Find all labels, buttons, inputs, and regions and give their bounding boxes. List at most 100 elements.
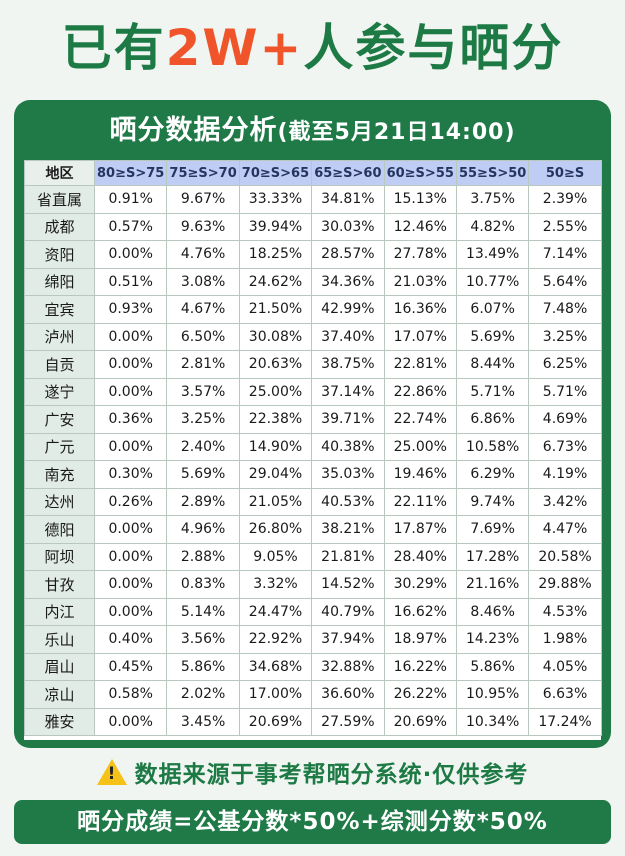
percentage-cell: 6.29% bbox=[455, 460, 530, 489]
column-header-score-range: 50≥S bbox=[528, 160, 602, 186]
percentage-cell: 24.62% bbox=[238, 267, 313, 296]
region-cell: 雅安 bbox=[24, 707, 95, 736]
percentage-cell: 19.46% bbox=[383, 460, 457, 489]
percentage-cell: 0.00% bbox=[93, 515, 168, 544]
percentage-cell: 22.38% bbox=[238, 405, 313, 434]
percentage-cell: 8.46% bbox=[455, 597, 530, 626]
table-row: 甘孜 0.00% 0.83% 3.32% 14.52% 30.29% 21.16% 29.88… bbox=[24, 570, 602, 599]
percentage-cell: 4.19% bbox=[528, 460, 602, 489]
percentage-cell: 17.00% bbox=[238, 680, 313, 709]
percentage-cell: 10.58% bbox=[455, 432, 530, 461]
percentage-cell: 3.56% bbox=[166, 625, 240, 654]
percentage-cell: 7.48% bbox=[528, 295, 602, 324]
percentage-cell: 0.00% bbox=[93, 322, 168, 351]
percentage-cell: 9.05% bbox=[238, 542, 313, 571]
percentage-cell: 32.88% bbox=[311, 652, 385, 681]
percentage-cell: 16.62% bbox=[383, 597, 457, 626]
percentage-cell: 5.69% bbox=[455, 322, 530, 351]
percentage-cell: 5.69% bbox=[166, 460, 240, 489]
percentage-cell: 6.25% bbox=[528, 350, 602, 379]
percentage-cell: 22.74% bbox=[383, 405, 457, 434]
table-row: 达州 0.26% 2.89% 21.05% 40.53% 22.11% 9.74% 3.42% bbox=[24, 487, 602, 516]
percentage-cell: 0.40% bbox=[93, 625, 168, 654]
headline-after: 人参与晒分 bbox=[303, 19, 564, 77]
percentage-cell: 21.05% bbox=[238, 487, 313, 516]
percentage-cell: 37.40% bbox=[311, 322, 385, 351]
percentage-cell: 21.03% bbox=[383, 267, 457, 296]
percentage-cell: 17.28% bbox=[455, 542, 530, 571]
percentage-cell: 2.55% bbox=[528, 212, 602, 241]
percentage-cell: 21.50% bbox=[238, 295, 313, 324]
percentage-cell: 7.69% bbox=[455, 515, 530, 544]
percentage-cell: 0.45% bbox=[93, 652, 168, 681]
percentage-cell: 4.53% bbox=[528, 597, 602, 626]
percentage-cell: 6.73% bbox=[528, 432, 602, 461]
table-row: 广安 0.36% 3.25% 22.38% 39.71% 22.74% 6.86% 4.69% bbox=[24, 405, 602, 434]
percentage-cell: 17.24% bbox=[528, 707, 602, 736]
region-cell: 成都 bbox=[24, 212, 95, 241]
percentage-cell: 22.92% bbox=[238, 625, 313, 654]
table-row: 宜宾 0.93% 4.67% 21.50% 42.99% 16.36% 6.07% 7.48% bbox=[24, 295, 602, 324]
percentage-cell: 15.13% bbox=[383, 185, 457, 214]
table-row: 泸州 0.00% 6.50% 30.08% 37.40% 17.07% 5.69% 3.25% bbox=[24, 322, 602, 351]
region-cell: 省直属 bbox=[24, 185, 95, 214]
percentage-cell: 4.76% bbox=[166, 240, 240, 269]
percentage-cell: 21.81% bbox=[311, 542, 385, 571]
percentage-cell: 20.58% bbox=[528, 542, 602, 571]
card-subtitle: (截至5月21日14:00) bbox=[277, 120, 516, 145]
percentage-cell: 38.75% bbox=[311, 350, 385, 379]
percentage-cell: 4.67% bbox=[166, 295, 240, 324]
region-cell: 达州 bbox=[24, 487, 95, 516]
table-row: 阿坝 0.00% 2.88% 9.05% 21.81% 28.40% 17.28% 20.58… bbox=[24, 542, 602, 571]
percentage-cell: 26.80% bbox=[238, 515, 313, 544]
percentage-cell: 0.00% bbox=[93, 350, 168, 379]
percentage-cell: 0.00% bbox=[93, 432, 168, 461]
percentage-cell: 36.60% bbox=[311, 680, 385, 709]
region-cell: 宜宾 bbox=[24, 295, 95, 324]
percentage-cell: 34.81% bbox=[311, 185, 385, 214]
percentage-cell: 5.71% bbox=[455, 377, 530, 406]
percentage-cell: 16.36% bbox=[383, 295, 457, 324]
percentage-cell: 10.77% bbox=[455, 267, 530, 296]
table-row: 成都 0.57% 9.63% 39.94% 30.03% 12.46% 4.82% 2.55% bbox=[24, 212, 602, 241]
page-headline: 已有2W+人参与晒分 bbox=[0, 18, 625, 78]
score-distribution-table: 地区 80≥S>75 75≥S>70 70≥S>65 65≥S>60 60≥S>55 55≥… bbox=[24, 160, 602, 736]
region-cell: 德阳 bbox=[24, 515, 95, 544]
percentage-cell: 0.36% bbox=[93, 405, 168, 434]
percentage-cell: 13.49% bbox=[455, 240, 530, 269]
headline-before: 已有 bbox=[61, 19, 166, 77]
percentage-cell: 14.52% bbox=[311, 570, 385, 599]
percentage-cell: 17.87% bbox=[383, 515, 457, 544]
column-header-score-range: 65≥S>60 bbox=[311, 160, 385, 186]
percentage-cell: 33.33% bbox=[238, 185, 313, 214]
percentage-cell: 37.14% bbox=[311, 377, 385, 406]
table-row: 乐山 0.40% 3.56% 22.92% 37.94% 18.97% 14.23% 1.98… bbox=[24, 625, 602, 654]
percentage-cell: 10.95% bbox=[455, 680, 530, 709]
column-header-score-range: 75≥S>70 bbox=[166, 160, 240, 186]
region-cell: 绵阳 bbox=[24, 267, 95, 296]
percentage-cell: 0.58% bbox=[93, 680, 168, 709]
percentage-cell: 1.98% bbox=[528, 625, 602, 654]
percentage-cell: 20.69% bbox=[238, 707, 313, 736]
percentage-cell: 16.22% bbox=[383, 652, 457, 681]
percentage-cell: 40.79% bbox=[311, 597, 385, 626]
table-row: 遂宁 0.00% 3.57% 25.00% 37.14% 22.86% 5.71% 5.71% bbox=[24, 377, 602, 406]
region-cell: 泸州 bbox=[24, 322, 95, 351]
percentage-cell: 5.14% bbox=[166, 597, 240, 626]
formula-banner: 晒分成绩=公基分数*50%+综测分数*50% bbox=[14, 800, 611, 844]
percentage-cell: 22.11% bbox=[383, 487, 457, 516]
percentage-cell: 10.34% bbox=[455, 707, 530, 736]
percentage-cell: 3.25% bbox=[528, 322, 602, 351]
card-title: 晒分数据分析(截至5月21日14:00) bbox=[14, 100, 611, 158]
table-row: 绵阳 0.51% 3.08% 24.62% 34.36% 21.03% 10.77% 5.64… bbox=[24, 267, 602, 296]
percentage-cell: 3.42% bbox=[528, 487, 602, 516]
percentage-cell: 9.67% bbox=[166, 185, 240, 214]
region-cell: 资阳 bbox=[24, 240, 95, 269]
percentage-cell: 29.88% bbox=[528, 570, 602, 599]
percentage-cell: 4.47% bbox=[528, 515, 602, 544]
column-header-score-range: 55≥S>50 bbox=[455, 160, 530, 186]
percentage-cell: 40.38% bbox=[311, 432, 385, 461]
percentage-cell: 30.03% bbox=[311, 212, 385, 241]
percentage-cell: 21.16% bbox=[455, 570, 530, 599]
percentage-cell: 2.88% bbox=[166, 542, 240, 571]
